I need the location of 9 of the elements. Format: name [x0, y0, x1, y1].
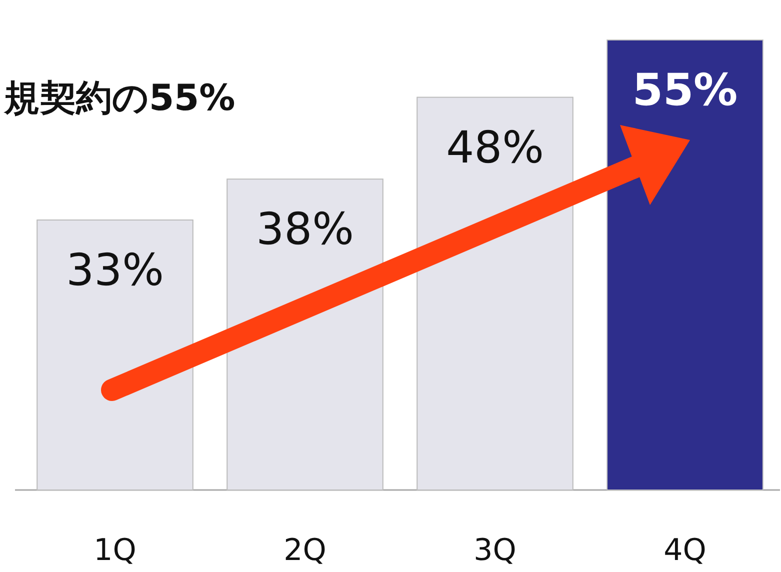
text: 規契約の55% [3, 78, 236, 119]
data-label: 48% [446, 122, 544, 174]
x-tick-label: 3Q [474, 533, 516, 568]
x-tick-label: 1Q [94, 533, 136, 568]
x-tick-label: 2Q [284, 533, 326, 568]
data-label: 33% [66, 245, 164, 296]
x-tick-label: 4Q [664, 533, 706, 568]
data-label: 38% [256, 204, 354, 256]
data-label: 55% [632, 65, 738, 116]
